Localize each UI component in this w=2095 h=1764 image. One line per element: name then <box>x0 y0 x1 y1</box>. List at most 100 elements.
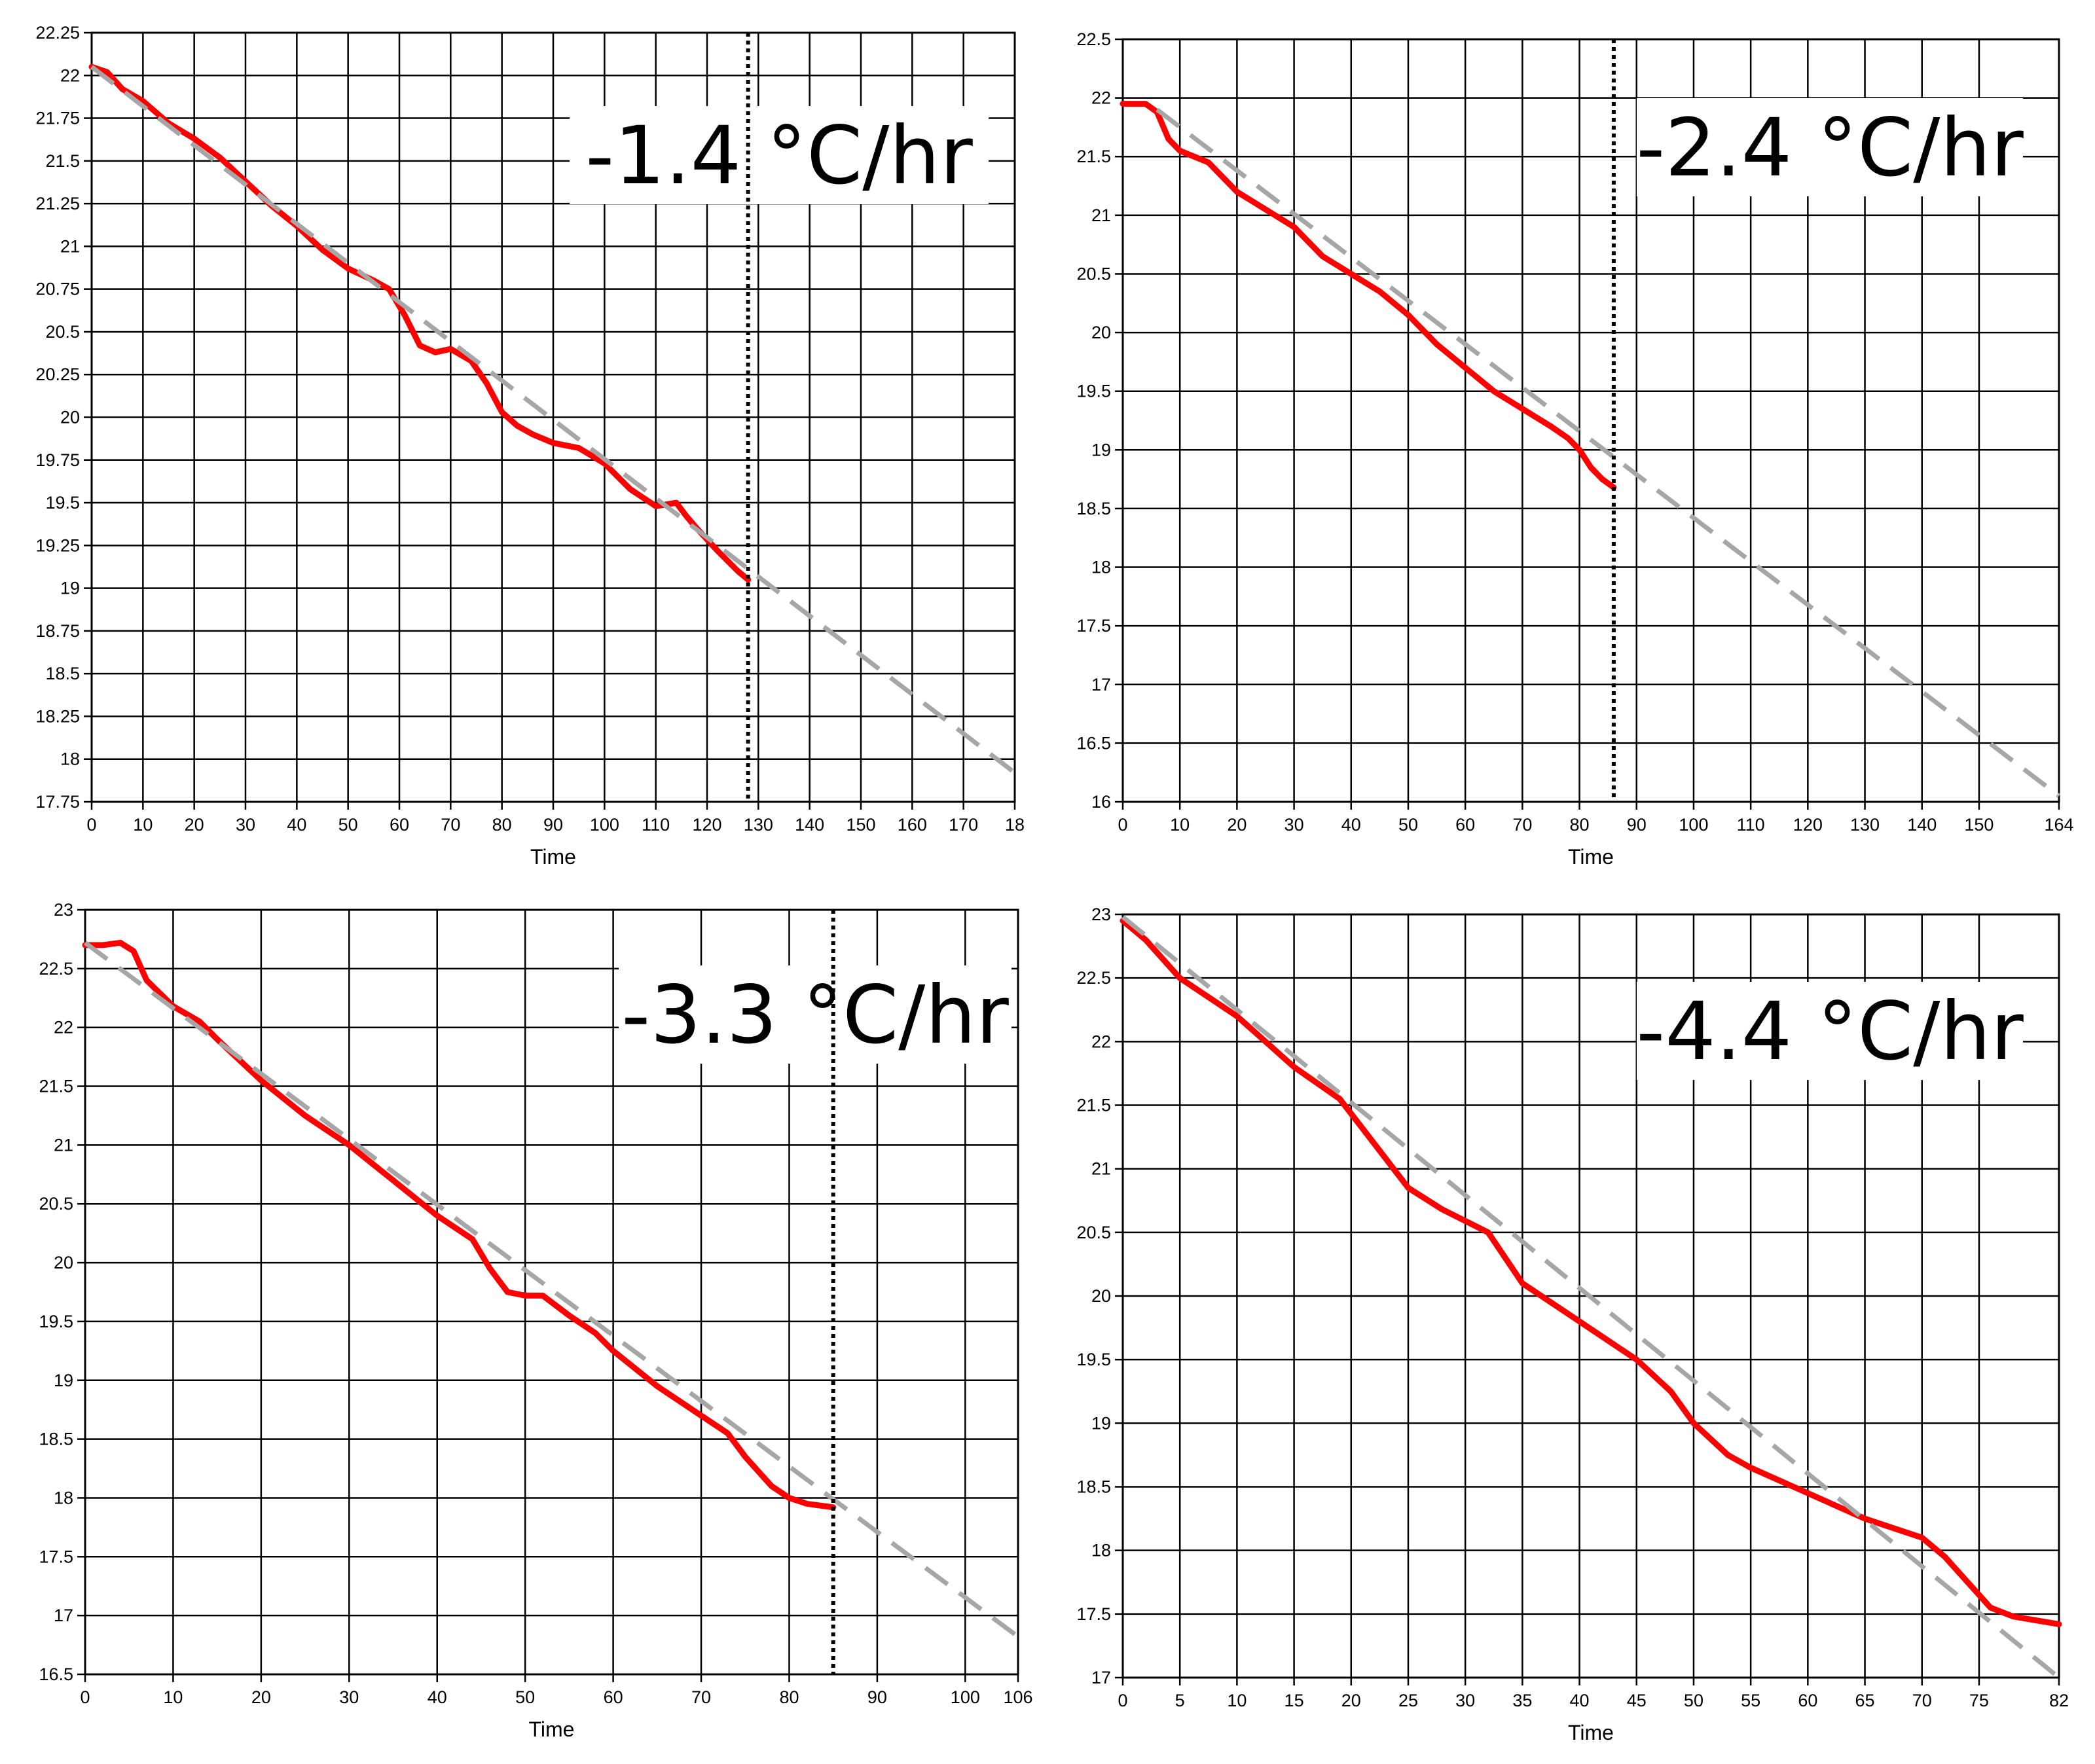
y-tick-label: 18.5 <box>45 664 80 683</box>
rate-label-box <box>570 106 989 204</box>
y-tick-label: 21.75 <box>35 109 80 128</box>
y-tick-label: 18 <box>54 1488 73 1507</box>
y-tick-label: 22 <box>60 65 80 85</box>
y-tick-label: 17.5 <box>1076 616 1111 636</box>
chart-panel-3: 0 10 20 30 40 50 60 70 80 90 100 106 16.5 17 17.5 18 18.… <box>39 900 1032 1741</box>
temperature-line <box>82 939 837 1511</box>
x-tick-label: 140 <box>1907 815 1937 835</box>
chart-panel-1: 0 10 20 30 40 50 60 70 80 90 100 110 120 130 140 150 160… <box>35 23 1025 869</box>
x-tick-label: 80 <box>779 1687 799 1707</box>
x-tick-label: 70 <box>1912 1691 1932 1710</box>
y-tick-label: 18.5 <box>1076 1477 1111 1497</box>
x-tick-label: 80 <box>492 815 512 835</box>
x-tick-label: 18 <box>1005 815 1025 835</box>
x-tick-label: 60 <box>1798 1691 1817 1710</box>
y-tick-label: 19 <box>54 1371 73 1390</box>
fit-line <box>83 941 1020 1639</box>
y-tick-label: 18.75 <box>35 621 80 641</box>
y-tick-label: 17.5 <box>39 1547 73 1566</box>
x-tick-label: 60 <box>1455 815 1475 835</box>
y-tick-label: 17.5 <box>1076 1604 1111 1624</box>
x-tick-label: 150 <box>846 815 875 835</box>
x-axis-title: Time <box>1568 1721 1614 1744</box>
y-tick-label: 23 <box>54 900 73 920</box>
x-tick-label: 50 <box>515 1687 535 1707</box>
x-tick-label: 70 <box>441 815 460 835</box>
y-tick-label: 19 <box>1091 440 1111 459</box>
y-tick-label: 20.5 <box>1076 264 1111 283</box>
x-tick-label: 0 <box>80 1687 90 1707</box>
x-tick-label: 140 <box>795 815 824 835</box>
y-tick-label: 17 <box>54 1606 73 1625</box>
y-tick-label: 20.5 <box>1076 1223 1111 1242</box>
rate-label-box <box>1637 98 2023 196</box>
y-tick-label: 21 <box>1091 1159 1111 1179</box>
x-tick-label: 90 <box>1627 815 1647 835</box>
y-tick-label: 22 <box>1091 1032 1111 1051</box>
y-tick-label: 16.5 <box>1076 733 1111 753</box>
x-tick-label: 30 <box>1455 1691 1475 1710</box>
x-tick-label: 5 <box>1175 1691 1185 1710</box>
x-tick-label: 0 <box>86 815 96 835</box>
temperature-line <box>1120 101 1617 491</box>
y-tick-label: 23 <box>1091 905 1111 924</box>
x-tick-label: 40 <box>1341 815 1361 835</box>
rate-label: -3.3 °C/hr <box>621 969 1009 1062</box>
y-tick-label: 16 <box>1091 792 1111 812</box>
y-tick-label: 20.5 <box>45 322 80 342</box>
x-tick-label: 110 <box>642 815 670 835</box>
x-tick-label: 40 <box>1570 1691 1590 1710</box>
y-tick-label: 18 <box>1091 558 1111 577</box>
x-tick-label: 0 <box>1118 1691 1127 1710</box>
y-tick-label: 21.5 <box>1076 147 1111 166</box>
fit-line <box>1156 107 2061 798</box>
y-tick-label: 20 <box>54 1253 73 1272</box>
x-tick-label: 10 <box>1227 1691 1247 1710</box>
x-tick-label: 35 <box>1512 1691 1532 1710</box>
x-tick-label: 40 <box>287 815 306 835</box>
x-tick-label: 130 <box>744 815 773 835</box>
x-tick-label: 10 <box>163 1687 183 1707</box>
x-tick-label: 160 <box>898 815 927 835</box>
x-tick-label: 70 <box>1512 815 1532 835</box>
y-tick-label: 21 <box>60 236 80 256</box>
rate-label-box <box>1637 982 2023 1080</box>
y-tick-label: 19.5 <box>1076 1350 1111 1369</box>
x-tick-label: 100 <box>951 1687 980 1707</box>
x-tick-label: 20 <box>251 1687 271 1707</box>
x-tick-label: 130 <box>1850 815 1880 835</box>
y-tick-label: 22 <box>1091 88 1111 108</box>
x-tick-label: 15 <box>1284 1691 1304 1710</box>
x-tick-label: 75 <box>1969 1691 1989 1710</box>
x-tick-label: 90 <box>543 815 563 835</box>
plot-frame <box>84 909 1019 1676</box>
x-tick-label: 80 <box>1570 815 1590 835</box>
y-tick-label: 22.5 <box>1076 968 1111 988</box>
y-tick-label: 21.25 <box>35 194 80 213</box>
x-tick-label: 120 <box>692 815 721 835</box>
x-tick-label: 30 <box>236 815 255 835</box>
x-tick-label: 70 <box>691 1687 711 1707</box>
x-tick-label: 106 <box>1003 1687 1032 1707</box>
x-tick-label: 10 <box>1170 815 1190 835</box>
x-tick-label: 60 <box>604 1687 623 1707</box>
y-tick-label: 21.5 <box>45 151 80 171</box>
y-tick-label: 20 <box>1091 1286 1111 1306</box>
x-tick-label: 150 <box>1964 815 1994 835</box>
y-tick-label: 18.5 <box>39 1430 73 1449</box>
x-tick-label: 120 <box>1793 815 1823 835</box>
y-tick-label: 17.75 <box>35 792 80 812</box>
x-tick-label: 20 <box>1227 815 1247 835</box>
chart-panel-2: 0 10 20 30 40 50 60 70 80 90 100 110 120 130 140 150 164… <box>1076 29 2073 869</box>
x-tick-label: 164 <box>2044 815 2073 835</box>
x-tick-label: 50 <box>338 815 358 835</box>
x-tick-label: 20 <box>1341 1691 1361 1710</box>
fit-line <box>1121 915 2061 1680</box>
y-tick-label: 19.5 <box>1076 382 1111 401</box>
x-tick-label: 30 <box>1284 815 1304 835</box>
x-tick-label: 50 <box>1398 815 1418 835</box>
x-tick-label: 90 <box>867 1687 887 1707</box>
fit-line <box>90 65 1017 775</box>
y-tick-label: 20.75 <box>35 279 80 299</box>
temperature-line <box>1120 918 2062 1627</box>
